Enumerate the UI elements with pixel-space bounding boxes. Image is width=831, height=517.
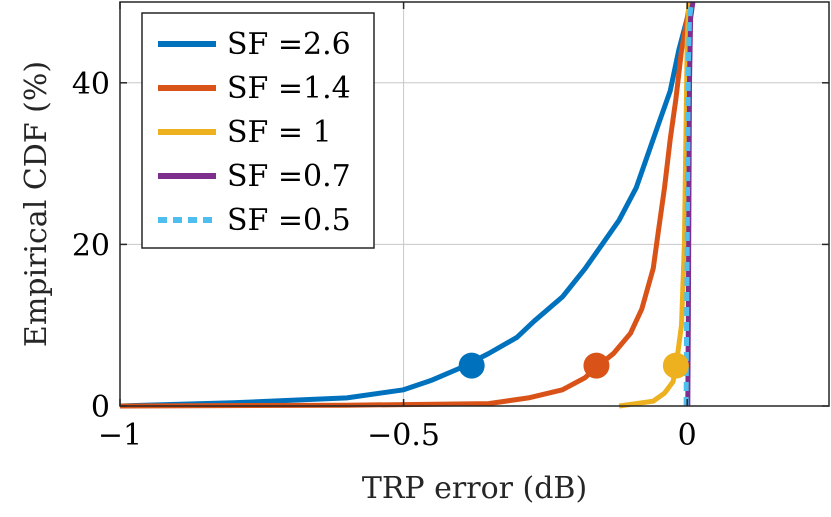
x-tick-label: 0 [678,418,697,453]
x-axis-label: TRP error (dB) [362,471,587,506]
legend-label: SF =2.6 [227,27,351,62]
series-marker-2 [583,352,610,379]
series-marker-1 [458,352,485,379]
series-line-1 [119,1,696,409]
series-lines [119,1,696,409]
y-axis-label: Empirical CDF (%) [19,61,54,347]
x-tick-label: −0.5 [367,418,440,453]
y-tick-label: 0 [91,390,110,425]
x-tick-label: −1 [98,418,142,453]
axis-ticks: −1 −0.5 0 0 20 40 [72,2,829,453]
legend-label: SF =1.4 [227,71,351,106]
y-tick-label: 40 [72,67,110,102]
series-line-2 [119,1,693,409]
series-line-5 [683,1,695,407]
legend-label: SF =0.5 [227,203,351,238]
legend: SF =2.6 SF =1.4 SF = 1 SF =0.7 SF =0.5 [141,12,375,249]
axes-box [119,1,830,407]
legend-label: SF = 1 [227,115,332,150]
series-markers [458,352,689,379]
y-tick-label: 20 [72,228,110,263]
series-marker-3 [662,352,689,379]
legend-label: SF =0.7 [227,159,351,194]
